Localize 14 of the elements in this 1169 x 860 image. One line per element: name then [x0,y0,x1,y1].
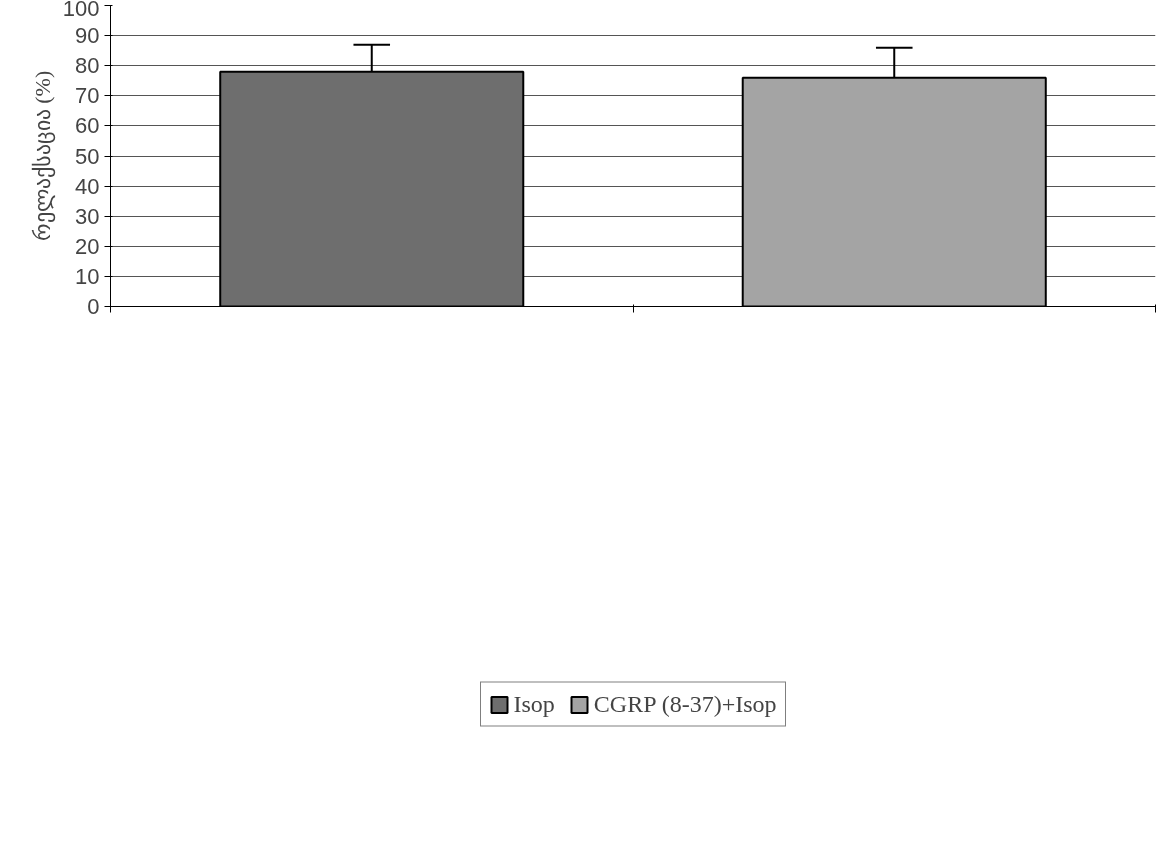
y-tick-label: 70 [75,83,100,109]
y-tick-label: 80 [75,53,100,79]
y-tick-label: 30 [75,203,100,229]
y-tick-label: 10 [75,263,100,289]
y-axis-title: რელაქსაცია (%) [29,70,56,242]
y-tick-label: 60 [75,113,100,139]
y-tick-label: 0 [87,294,100,319]
legend-label: Isop [513,690,555,718]
y-tick-label: 20 [75,233,100,259]
y-tick-label: 90 [75,23,100,49]
y-tick-label: 50 [75,143,100,169]
y-tick-label: 100 [62,0,100,21]
legend-label: CGRP (8-37)+Isop [593,690,777,718]
y-tick-label: 40 [75,173,100,199]
